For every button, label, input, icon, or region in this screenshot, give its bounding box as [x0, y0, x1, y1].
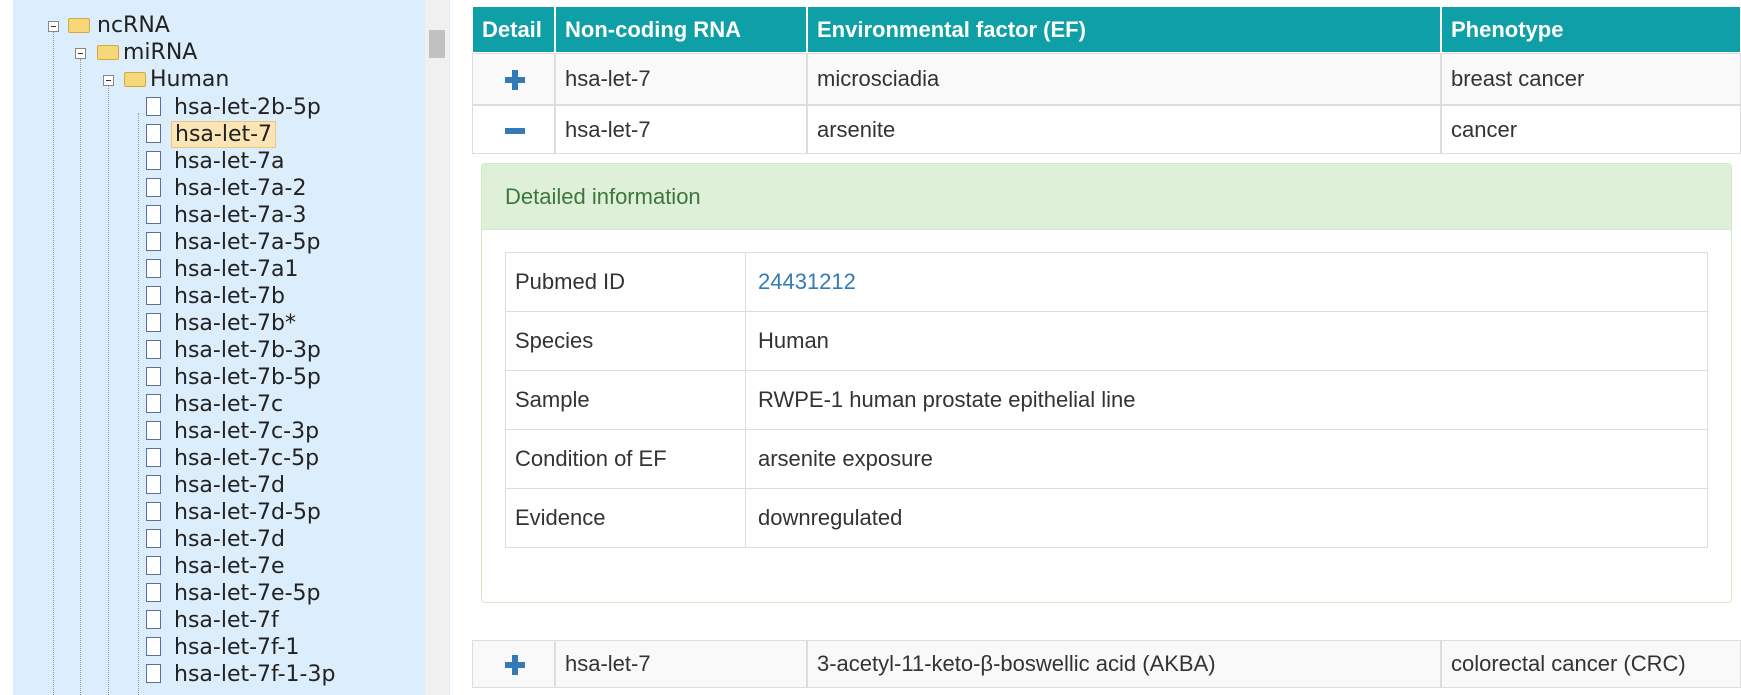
folder-icon: [124, 72, 146, 87]
tree-panel: ncRNA miRNA Human hsa-let-2b-5p hsa-let-7…: [13, 0, 450, 695]
tree-leaf[interactable]: hsa-let-7b*: [174, 311, 296, 336]
tree-leaf[interactable]: hsa-let-7a1: [174, 257, 299, 282]
table-cell: hsa-let-7: [555, 640, 807, 688]
tree-node[interactable]: ncRNA: [97, 13, 170, 38]
table-cell: hsa-let-7: [555, 105, 807, 154]
table-cell: cancer: [1441, 105, 1741, 154]
field-value: RWPE-1 human prostate epithelial line: [745, 370, 1708, 430]
tree-leaf[interactable]: hsa-let-7c-3p: [174, 419, 320, 444]
tree-leaf[interactable]: hsa-let-7: [171, 121, 277, 148]
tree-line: [138, 113, 139, 695]
detail-panel: Detailed information: [481, 163, 1732, 603]
leaf-icon: [146, 502, 161, 521]
table-cell: hsa-let-7: [555, 53, 807, 105]
collapse-toggle[interactable]: [48, 21, 59, 32]
icon-bar: [512, 655, 518, 675]
leaf-icon: [146, 205, 161, 224]
field-value: Human: [745, 311, 1708, 371]
field-label: Pubmed ID: [505, 252, 746, 312]
tree-leaf[interactable]: hsa-let-7a-2: [174, 176, 307, 201]
tree-leaf[interactable]: hsa-let-7e: [174, 554, 285, 579]
tree-line: [108, 86, 109, 695]
tree-leaf[interactable]: hsa-let-7f: [174, 608, 279, 633]
column-header: Detail: [472, 6, 555, 53]
panel-heading: Detailed information: [482, 164, 1731, 230]
table-cell: microsciadia: [807, 53, 1441, 105]
table-cell: 3-acetyl-11-keto-β-boswellic acid (AKBA): [807, 640, 1441, 688]
tree-leaf[interactable]: hsa-let-7d: [174, 527, 285, 552]
leaf-icon: [146, 259, 161, 278]
tree-line: [80, 59, 81, 695]
tree-leaf[interactable]: hsa-let-7f-1-3p: [174, 662, 336, 687]
leaf-icon: [146, 529, 161, 548]
tree-leaf[interactable]: hsa-let-7c-5p: [174, 446, 320, 471]
field-value: downregulated: [745, 488, 1708, 548]
detail-cell: [472, 105, 555, 154]
table-cell: colorectal cancer (CRC): [1441, 640, 1741, 688]
expand-button[interactable]: [505, 70, 525, 90]
leaf-icon: [146, 421, 161, 440]
table-cell: breast cancer: [1441, 53, 1741, 105]
table-cell: arsenite: [807, 105, 1441, 154]
tree-leaf[interactable]: hsa-let-7a-5p: [174, 230, 321, 255]
pubmed-link[interactable]: 24431212: [745, 252, 1708, 312]
tree-leaf[interactable]: hsa-let-2b-5p: [174, 95, 321, 120]
tree-leaf[interactable]: hsa-let-7f-1: [174, 635, 300, 660]
folder-icon: [97, 45, 119, 60]
collapse-toggle[interactable]: [75, 48, 86, 59]
scroll-thumb[interactable]: [429, 30, 445, 58]
tree-leaf[interactable]: hsa-let-7e-5p: [174, 581, 321, 606]
tree-node[interactable]: miRNA: [123, 40, 198, 65]
column-header: Environmental factor (EF): [807, 6, 1441, 53]
folder-icon: [68, 18, 90, 33]
leaf-icon: [146, 367, 161, 386]
tree-line: [53, 32, 54, 695]
icon-bar: [512, 70, 518, 90]
field-label: Sample: [505, 370, 746, 430]
detail-cell: [472, 53, 555, 105]
leaf-icon: [146, 664, 161, 683]
leaf-icon: [146, 583, 161, 602]
field-label: Condition of EF: [505, 429, 746, 489]
field-label: Evidence: [505, 488, 746, 548]
leaf-icon: [146, 637, 161, 656]
leaf-icon: [146, 232, 161, 251]
leaf-icon: [146, 556, 161, 575]
leaf-icon: [146, 97, 161, 116]
leaf-icon: [146, 178, 161, 197]
tree-leaf[interactable]: hsa-let-7b-5p: [174, 365, 321, 390]
leaf-icon: [146, 124, 161, 143]
leaf-icon: [146, 340, 161, 359]
leaf-icon: [146, 448, 161, 467]
tree-leaf[interactable]: hsa-let-7c: [174, 392, 284, 417]
tree-leaf[interactable]: hsa-let-7d: [174, 473, 285, 498]
leaf-icon: [146, 286, 161, 305]
tree-node[interactable]: Human: [150, 67, 230, 92]
field-value: arsenite exposure: [745, 429, 1708, 489]
scrollbar[interactable]: [425, 0, 449, 695]
leaf-icon: [146, 475, 161, 494]
detail-cell: [472, 640, 555, 688]
column-header: Non-coding RNA: [555, 6, 807, 53]
expand-button[interactable]: [505, 655, 525, 675]
tree-leaf[interactable]: hsa-let-7b: [174, 284, 285, 309]
icon-bar: [505, 127, 525, 134]
leaf-icon: [146, 394, 161, 413]
leaf-icon: [146, 151, 161, 170]
tree-leaf[interactable]: hsa-let-7a-3: [174, 203, 307, 228]
tree-leaf[interactable]: hsa-let-7d-5p: [174, 500, 321, 525]
tree-leaf[interactable]: hsa-let-7a: [174, 149, 285, 174]
collapse-button[interactable]: [505, 121, 525, 141]
leaf-icon: [146, 610, 161, 629]
tree-leaf[interactable]: hsa-let-7b-3p: [174, 338, 321, 363]
leaf-icon: [146, 313, 161, 332]
field-label: Species: [505, 311, 746, 371]
collapse-toggle[interactable]: [103, 75, 114, 86]
column-header: Phenotype: [1441, 6, 1741, 53]
